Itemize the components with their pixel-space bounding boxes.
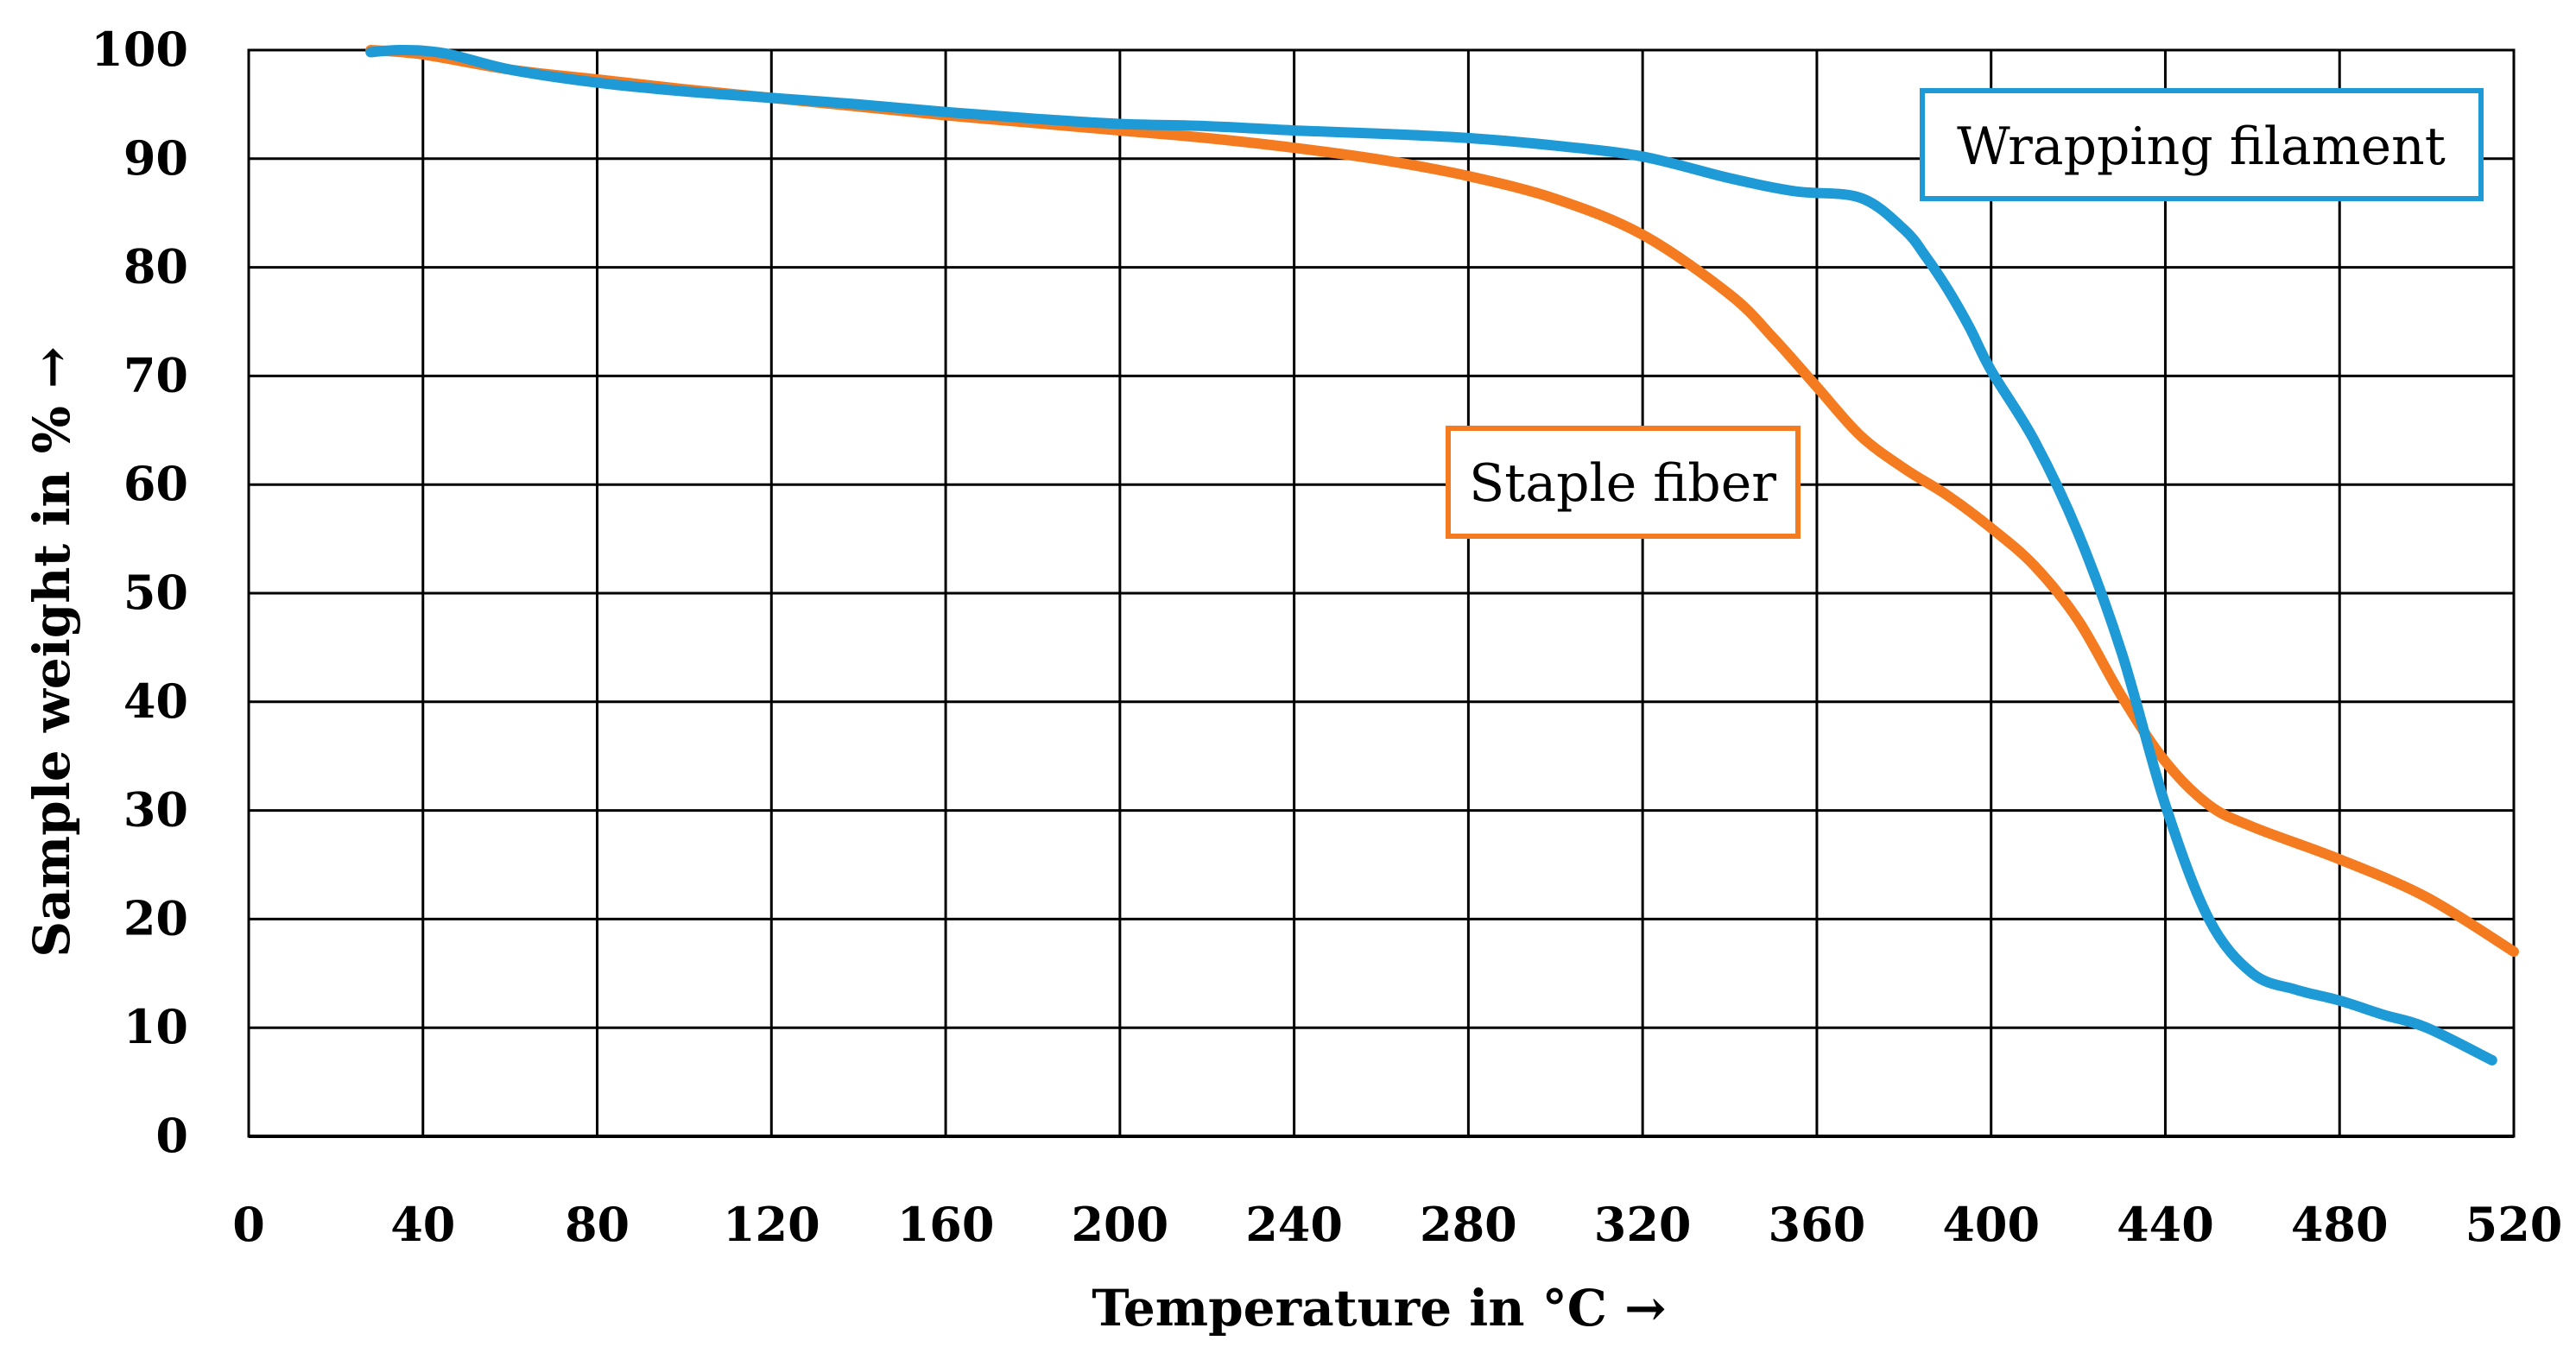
annotation-wrapping-filament: Wrapping filament	[1920, 88, 2484, 201]
axes	[247, 48, 2516, 1138]
y-tick-label: 10	[123, 999, 188, 1054]
annotation-staple-fiber: Staple fiber	[1446, 426, 1801, 539]
x-tick-label: 80	[565, 1197, 630, 1252]
x-tick-label: 440	[2117, 1197, 2214, 1252]
x-tick-label: 280	[1420, 1197, 1517, 1252]
y-tick-label: 60	[123, 456, 188, 511]
series-lines	[365, 44, 2519, 1066]
y-tick-label: 20	[123, 890, 188, 945]
series-line-wrapping-filament	[365, 44, 2497, 1066]
y-tick-label: 50	[123, 565, 188, 620]
y-tick-label: 90	[123, 130, 188, 186]
x-tick-label: 0	[232, 1197, 265, 1252]
y-tick-label: 30	[123, 782, 188, 838]
annotation-label-wrapping-filament: Wrapping filament	[1957, 117, 2446, 177]
x-tick-label: 520	[2465, 1197, 2563, 1252]
x-tick-label: 240	[1245, 1197, 1343, 1252]
x-axis-title: Temperature in °C →	[1092, 1279, 1666, 1338]
x-tick-label: 120	[723, 1197, 820, 1252]
annotation-box-staple-fiber	[1446, 426, 1801, 539]
x-tick-label: 200	[1071, 1197, 1168, 1252]
y-tick-labels: 0 10 20 30 40 50 60 70 80 90 100	[91, 22, 188, 1163]
x-tick-label: 400	[1942, 1197, 2040, 1252]
annotation-box-wrapping-filament	[1920, 88, 2484, 201]
x-tick-label: 160	[897, 1197, 995, 1252]
x-tick-labels: 0 40 80 120 160 200 240 280 320 360 400 440 480 520	[232, 1197, 2562, 1252]
y-tick-label: 80	[123, 239, 188, 294]
x-tick-label: 360	[1769, 1197, 1866, 1252]
x-tick-label: 40	[390, 1197, 455, 1252]
y-tick-label: 0	[155, 1108, 188, 1163]
annotation-label-staple-fiber: Staple fiber	[1469, 453, 1776, 514]
y-tick-label: 100	[91, 22, 188, 77]
y-tick-label: 40	[123, 674, 188, 729]
x-tick-label: 320	[1594, 1197, 1692, 1252]
y-tick-label: 70	[123, 347, 188, 402]
y-axis-title: Sample weight in % →	[22, 346, 81, 957]
x-tick-label: 480	[2291, 1197, 2389, 1252]
